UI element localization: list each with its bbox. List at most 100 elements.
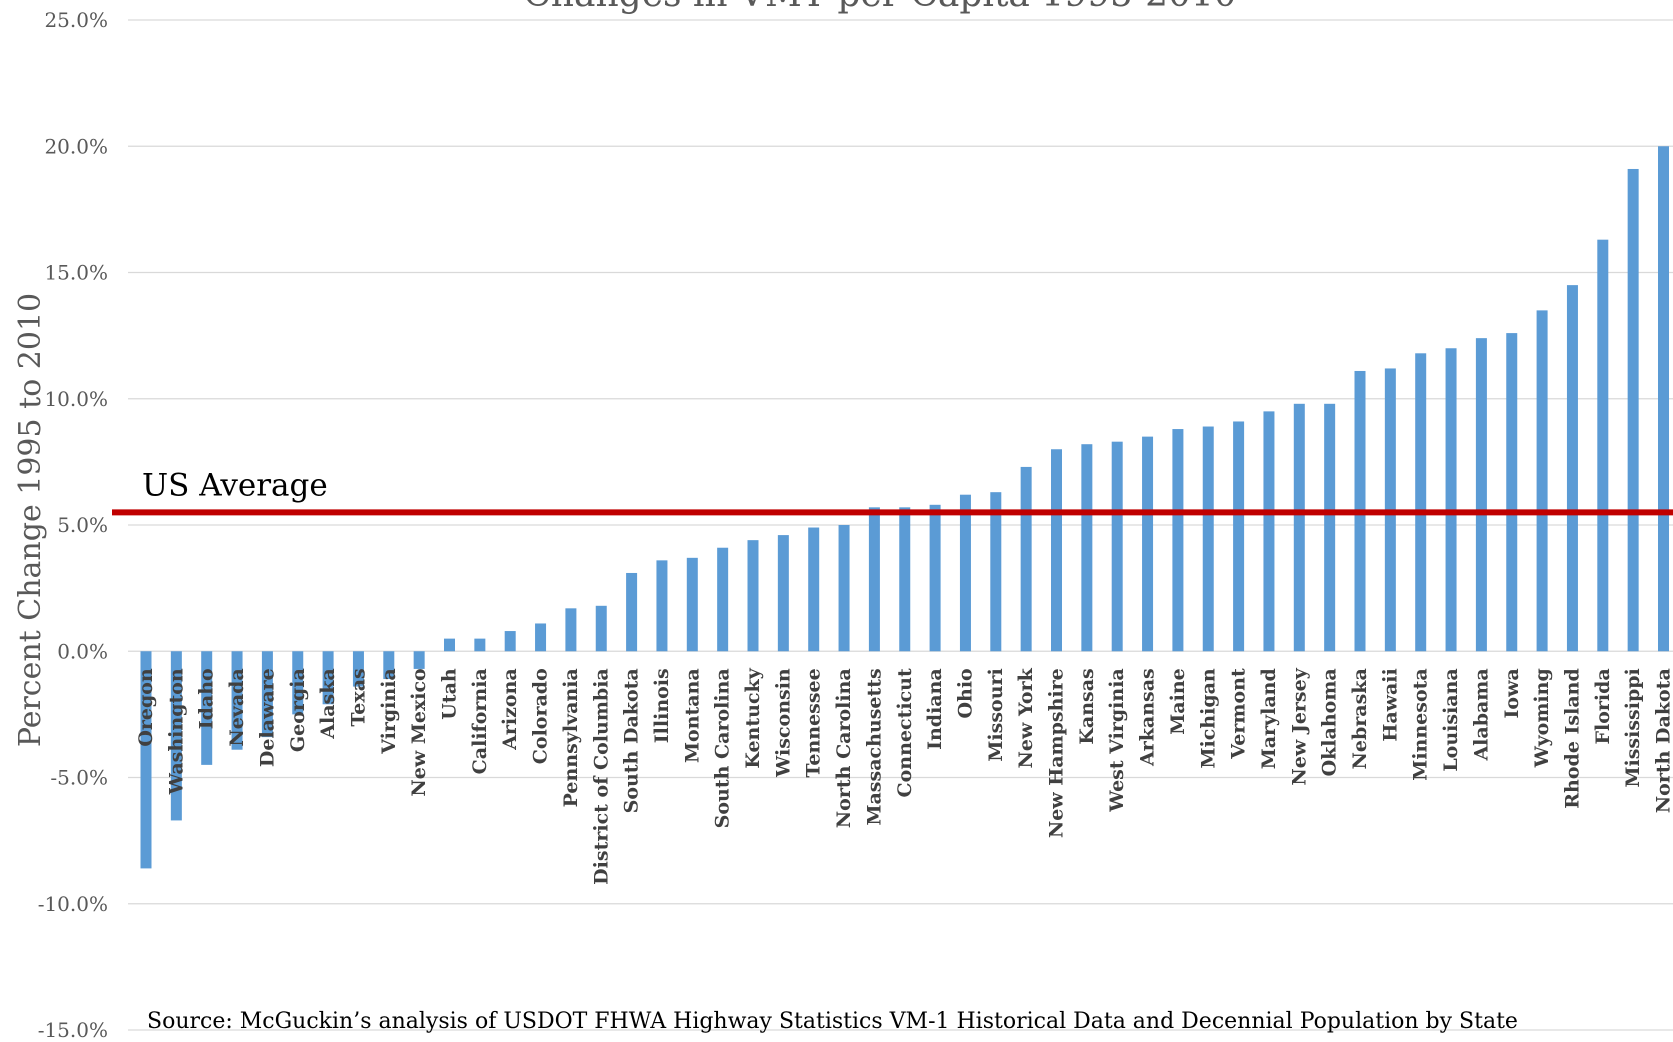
bar-washington: [170, 651, 182, 821]
category-label-iowa: Iowa: [1501, 668, 1523, 718]
y-tick-label: 0.0%: [57, 639, 108, 663]
category-label-kentucky: Kentucky: [742, 667, 764, 768]
category-label-maryland: Maryland: [1258, 668, 1280, 769]
bar-illinois: [656, 560, 668, 652]
bar-oklahoma: [1324, 403, 1336, 652]
chart-title: Changes in VMT per Capita 1995-2010: [523, 0, 1236, 15]
category-label-arizona: Arizona: [499, 668, 521, 751]
bar-tennessee: [808, 527, 820, 652]
bar-missouri: [990, 492, 1002, 652]
bar-nevada: [231, 651, 243, 750]
bar-mississippi: [1627, 168, 1639, 652]
us-average-label: US Average: [142, 467, 328, 503]
category-label-delaware: Delaware: [256, 668, 278, 767]
bar-delaware: [261, 651, 273, 738]
category-label-mississippi: Mississippi: [1622, 668, 1644, 787]
category-label-north-dakota: North Dakota: [1653, 668, 1673, 813]
bar-oregon: [140, 651, 152, 869]
bar-texas: [352, 651, 364, 687]
bar-georgia: [292, 651, 304, 715]
bar-north-dakota: [1658, 146, 1669, 652]
bar-pennsylvania: [565, 608, 577, 652]
y-tick-label: 25.0%: [44, 8, 108, 32]
bar-north-carolina: [838, 525, 850, 652]
category-label-utah: Utah: [439, 668, 461, 720]
bar-new-jersey: [1293, 403, 1305, 652]
category-label-rhode-island: Rhode Island: [1561, 668, 1583, 808]
bar-colorado: [535, 623, 547, 652]
category-label-oregon: Oregon: [135, 668, 157, 747]
bar-south-dakota: [626, 572, 638, 652]
category-label-illinois: Illinois: [651, 668, 673, 743]
category-label-south-dakota: South Dakota: [621, 668, 643, 813]
category-label-arkansas: Arkansas: [1137, 668, 1159, 767]
bar-louisiana: [1445, 348, 1457, 652]
category-label-west-virginia: West Virginia: [1106, 668, 1128, 812]
bar-west-virginia: [1111, 441, 1123, 652]
category-label-colorado: Colorado: [530, 668, 552, 764]
category-label-idaho: Idaho: [196, 668, 218, 729]
category-label-wyoming: Wyoming: [1531, 668, 1553, 768]
bar-florida: [1597, 239, 1609, 652]
bar-indiana: [929, 504, 941, 652]
y-tick-label: 15.0%: [44, 261, 108, 285]
bar-michigan: [1202, 426, 1214, 652]
category-label-montana: Montana: [681, 668, 703, 763]
category-label-alaska: Alaska: [317, 668, 339, 739]
bar-minnesota: [1415, 353, 1427, 652]
bar-connecticut: [899, 507, 911, 652]
category-label-ohio: Ohio: [954, 668, 976, 718]
bar-vermont: [1233, 421, 1245, 652]
bar-massachusetts: [868, 507, 880, 652]
bar-alabama: [1475, 338, 1487, 652]
category-label-vermont: Vermont: [1228, 668, 1250, 760]
bar-maryland: [1263, 411, 1275, 652]
category-label-louisiana: Louisiana: [1440, 668, 1462, 771]
bar-district-of-columbia: [595, 605, 607, 652]
category-label-georgia: Georgia: [287, 668, 309, 752]
y-axis-label: Percent Change 1995 to 2010: [13, 293, 48, 747]
category-label-kansas: Kansas: [1076, 668, 1098, 744]
category-label-washington: Washington: [165, 668, 187, 795]
category-label-virginia: Virginia: [378, 668, 400, 754]
category-label-north-carolina: North Carolina: [833, 668, 855, 828]
y-tick-label: 20.0%: [44, 134, 108, 158]
y-tick-label: -10.0%: [38, 892, 108, 916]
bar-rhode-island: [1566, 285, 1578, 652]
category-label-maine: Maine: [1167, 668, 1189, 734]
bar-wisconsin: [777, 535, 789, 652]
category-label-wisconsin: Wisconsin: [772, 668, 794, 778]
category-label-nebraska: Nebraska: [1349, 668, 1371, 769]
category-label-massachusetts: Massachusetts: [863, 668, 885, 825]
category-label-minnesota: Minnesota: [1410, 668, 1432, 780]
category-label-michigan: Michigan: [1197, 668, 1219, 768]
bar-utah: [444, 638, 455, 652]
bar-kansas: [1081, 444, 1093, 652]
y-axis-ticks: 25.0% 20.0% 15.0% 10.0% 5.0% 0.0% -5.0% -10.0% -…: [38, 8, 108, 1042]
bar-south-carolina: [717, 547, 729, 652]
category-label-nevada: Nevada: [226, 668, 248, 746]
bar-new-hampshire: [1051, 449, 1062, 652]
category-label-alabama: Alabama: [1470, 668, 1492, 761]
bar-kentucky: [747, 540, 759, 652]
bar-maine: [1172, 429, 1184, 652]
category-label-connecticut: Connecticut: [894, 668, 916, 797]
source-note: Source: McGuckin’s analysis of USDOT FHW…: [147, 1009, 1518, 1034]
bar-arizona: [504, 631, 516, 652]
bar-california: [474, 638, 486, 652]
bar-wyoming: [1536, 310, 1548, 652]
y-tick-label: -15.0%: [38, 1018, 108, 1042]
y-tick-label: -5.0%: [50, 766, 108, 790]
category-label-florida: Florida: [1592, 668, 1614, 744]
category-label-missouri: Missouri: [985, 668, 1007, 761]
bar-arkansas: [1142, 436, 1154, 652]
bar-virginia: [383, 651, 395, 680]
category-label-indiana: Indiana: [924, 668, 946, 750]
bar-new-mexico: [413, 651, 425, 669]
category-label-texas: Texas: [347, 668, 369, 726]
bar-montana: [686, 557, 698, 652]
category-label-district-of-columbia: District of Columbia: [590, 668, 612, 885]
category-label-pennsylvania: Pennsylvania: [560, 668, 582, 807]
category-label-tennessee: Tennessee: [803, 668, 825, 777]
